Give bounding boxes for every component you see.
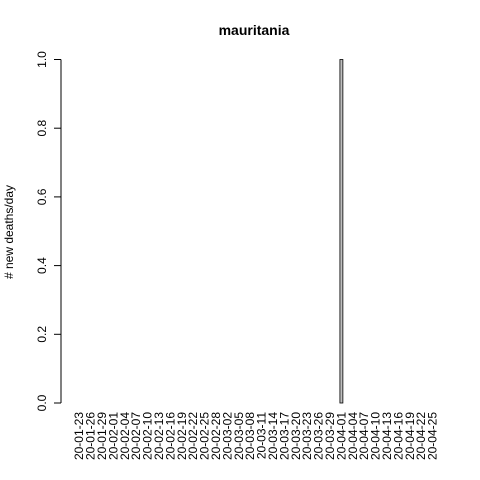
x-tick-label: 20-03-05 xyxy=(232,412,246,460)
y-axis-label: # new deaths/day xyxy=(2,185,16,279)
x-tick-label: 20-03-23 xyxy=(300,412,314,460)
x-tick-label: 20-03-02 xyxy=(220,412,234,460)
x-tick-label: 20-02-01 xyxy=(106,412,120,460)
x-tick-label: 20-01-23 xyxy=(72,412,86,460)
x-tick-label: 20-02-25 xyxy=(198,412,212,460)
x-tick-label: 20-04-01 xyxy=(334,412,348,460)
x-tick-label: 20-02-07 xyxy=(129,412,143,460)
x-tick-label: 20-04-22 xyxy=(414,412,428,460)
x-tick-label: 20-03-26 xyxy=(312,412,326,460)
x-tick-label: 20-03-29 xyxy=(323,412,337,460)
x-tick-label: 20-01-26 xyxy=(84,412,98,460)
y-axis: 0.0 0.2 0.4 0.6 0.8 1.0 xyxy=(35,51,62,411)
y-tick-label: 0.2 xyxy=(35,326,49,343)
x-tick-label: 20-03-11 xyxy=(255,412,269,459)
x-tick-label: 20-04-13 xyxy=(380,412,394,460)
x-tick-label: 20-01-29 xyxy=(95,412,109,460)
bar-20-04-01 xyxy=(339,59,344,404)
x-tick-label: 20-03-17 xyxy=(277,412,291,460)
x-tick-label: 20-02-28 xyxy=(209,412,223,460)
x-tick-label: 20-03-20 xyxy=(289,412,303,460)
y-tick-label: 0.0 xyxy=(35,394,49,411)
bars-group xyxy=(339,59,344,404)
x-tick-label: 20-02-19 xyxy=(175,412,189,460)
y-tick-label: 1.0 xyxy=(35,51,49,68)
x-tick-label: 20-02-10 xyxy=(141,412,155,460)
x-tick-label: 20-04-16 xyxy=(391,412,405,460)
y-tick-label: 0.6 xyxy=(35,188,49,205)
x-tick-label: 20-02-04 xyxy=(118,412,132,460)
x-tick-label: 20-04-04 xyxy=(346,412,360,460)
y-tick-label: 0.4 xyxy=(35,257,49,274)
chart-title: mauritania xyxy=(219,22,290,38)
x-tick-label: 20-04-25 xyxy=(426,412,440,460)
x-tick-label: 20-02-13 xyxy=(152,412,166,460)
y-tick-label: 0.8 xyxy=(35,120,49,137)
x-tick-label: 20-03-08 xyxy=(243,412,257,460)
x-tick-label: 20-04-10 xyxy=(369,412,383,460)
x-tick-label: 20-04-07 xyxy=(357,412,371,460)
x-tick-label: 20-04-19 xyxy=(403,412,417,460)
x-tick-label: 20-02-16 xyxy=(163,412,177,460)
x-tick-label: 20-02-22 xyxy=(186,412,200,460)
x-axis: 20-01-2320-01-2620-01-2920-02-0120-02-04… xyxy=(72,412,439,460)
x-tick-label: 20-03-14 xyxy=(266,412,280,460)
